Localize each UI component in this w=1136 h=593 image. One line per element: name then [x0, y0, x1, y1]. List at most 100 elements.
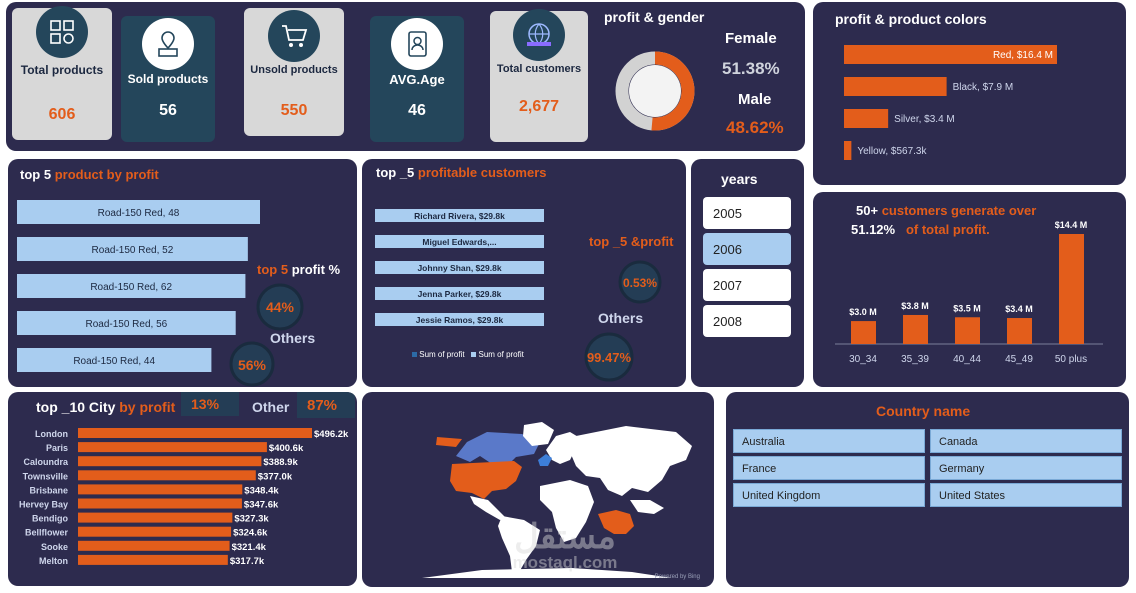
- legend-swatch: [471, 352, 477, 357]
- kpi-label: Total products: [20, 63, 104, 77]
- age-bar: [955, 317, 980, 344]
- city-bar-label: $348.4k: [244, 485, 279, 496]
- country-item[interactable]: Canada: [930, 429, 1122, 453]
- title-part: top _10 City: [36, 399, 116, 415]
- top5-customers-panel: top _5 profitable customers Richard Rive…: [362, 159, 686, 387]
- color-bar-label: Black, $7.9 M: [953, 82, 1014, 93]
- city-bar-label: $496.2k: [314, 429, 349, 440]
- top10-cities-panel: top _10 City by profit 13% Other 87% Lon…: [8, 392, 357, 586]
- age-group-panel: 50+ customers generate over 51.12% of to…: [813, 192, 1126, 387]
- australia-region[interactable]: [598, 510, 634, 534]
- age-bar: [1007, 318, 1032, 344]
- city-bar: [78, 512, 233, 523]
- city-bar: [78, 456, 262, 467]
- age-tick-label: 45_49: [1005, 354, 1033, 365]
- city-bar-label: $400.6k: [269, 443, 304, 454]
- product-bar-label: Road-150 Red, 44: [73, 356, 155, 367]
- title-part: top 5: [257, 262, 289, 277]
- customer-bar: [375, 313, 544, 326]
- age-bar: [851, 321, 876, 344]
- kpi-value: 550: [280, 102, 308, 119]
- indonesia-region: [630, 500, 664, 514]
- title-part: profitable customers: [417, 165, 547, 180]
- year-item[interactable]: 2005: [703, 197, 791, 229]
- customers-others-donut: 99.47%: [584, 332, 634, 382]
- product-bar: [17, 200, 260, 224]
- title-part: profit %: [291, 262, 341, 277]
- kpi-value: 56: [159, 102, 177, 119]
- customers-others-label: Others: [598, 310, 644, 326]
- city-bar-label: $324.6k: [233, 528, 268, 539]
- greenland-region: [523, 422, 554, 446]
- female-slice: [615, 51, 695, 131]
- kpi-label: AVG.Age: [389, 72, 445, 87]
- asia-region: [570, 426, 692, 496]
- city-bar: [78, 554, 228, 565]
- color-bar: [844, 77, 947, 96]
- country-item[interactable]: United States: [930, 483, 1122, 507]
- customer-bar-label: Johnny Shan, $29.8k: [417, 263, 501, 273]
- country-title: Country name: [876, 403, 971, 419]
- others-pct-value: 56%: [238, 357, 267, 373]
- world-map[interactable]: [362, 392, 714, 587]
- top5-products-title: top 5 product by profit: [20, 167, 159, 182]
- city-label: Brisbane: [29, 485, 68, 495]
- customer-bar: [375, 235, 544, 248]
- legend-label: Sum of profit: [419, 350, 465, 359]
- map-credit: Powered by Bing: [654, 574, 700, 580]
- mexico-region: [470, 496, 506, 520]
- city-label: London: [35, 429, 68, 439]
- age-bar-label: $3.8 M: [901, 301, 929, 311]
- south-america-region: [498, 516, 540, 574]
- kpi-total-customers: Total customers 2,677: [490, 9, 588, 142]
- europe-region: [546, 432, 582, 464]
- antarctica-region: [422, 568, 672, 578]
- year-item[interactable]: 2007: [703, 269, 791, 301]
- title-part: of total profit.: [905, 222, 990, 237]
- age-bar-label: $14.4 M: [1055, 220, 1088, 230]
- city-bar-label: $327.3k: [234, 514, 269, 525]
- title-part: product by profit: [54, 167, 159, 182]
- alaska-region[interactable]: [436, 437, 462, 447]
- top5-customers-chart: Richard Rivera, $29.8k Miguel Edwards,...…: [375, 209, 544, 326]
- customer-bar: [375, 209, 544, 222]
- age-bar-label: $3.5 M: [953, 303, 981, 313]
- top5-products-chart: Road-150 Red, 48 Road-150 Red, 52 Road-150…: [17, 200, 260, 372]
- city-label: Townsville: [23, 471, 68, 481]
- age-tick-label: 30_34: [849, 354, 877, 365]
- top5-pct-donut: 44%: [256, 283, 304, 331]
- country-item[interactable]: Germany: [930, 456, 1122, 480]
- color-bar-label: Red, $16.4 M: [993, 50, 1053, 61]
- age-tick-label: 40_44: [953, 354, 981, 365]
- customer-bar-label: Miguel Edwards,...: [422, 237, 496, 247]
- title-part: 51.12%: [851, 222, 896, 237]
- country-item[interactable]: Australia: [733, 429, 925, 453]
- top5-pct-title: top 5 profit %: [257, 262, 340, 277]
- top5-customers-title: top _5 profitable customers: [376, 165, 547, 180]
- customers-globe-icon: [513, 9, 565, 61]
- age-bar: [1059, 234, 1084, 344]
- color-bar-label: Yellow, $567.3k: [857, 146, 927, 157]
- year-item[interactable]: 2006: [703, 233, 791, 265]
- customers-pct-donut: 0.53%: [618, 260, 662, 304]
- kpi-total-products: Total products 606: [12, 6, 112, 140]
- gender-title: profit & gender: [604, 9, 705, 25]
- city-bar-label: $347.6k: [244, 500, 279, 511]
- year-item[interactable]: 2008: [703, 305, 791, 337]
- country-item[interactable]: France: [733, 456, 925, 480]
- kpi-avg-age: AVG.Age 46: [370, 16, 464, 142]
- usa-region[interactable]: [450, 461, 522, 499]
- city-bar: [78, 484, 243, 495]
- canada-region[interactable]: [456, 432, 540, 467]
- customers-pct-value: 0.53%: [623, 276, 657, 290]
- product-bar-label: Road-150 Red, 62: [90, 282, 172, 293]
- country-item[interactable]: United Kingdom: [733, 483, 925, 507]
- title-part: customers generate over: [881, 203, 1037, 218]
- product-colors-chart: Red, $16.4 M Black, $7.9 M Silver, $3.4 M Y…: [844, 45, 1057, 160]
- city-bar: [78, 498, 242, 509]
- age-bar: [903, 314, 928, 344]
- customers-others-value: 99.47%: [587, 350, 632, 365]
- title-part: by profit: [119, 399, 176, 415]
- uk-france-germany-region[interactable]: [538, 454, 552, 466]
- product-bar: [17, 237, 248, 261]
